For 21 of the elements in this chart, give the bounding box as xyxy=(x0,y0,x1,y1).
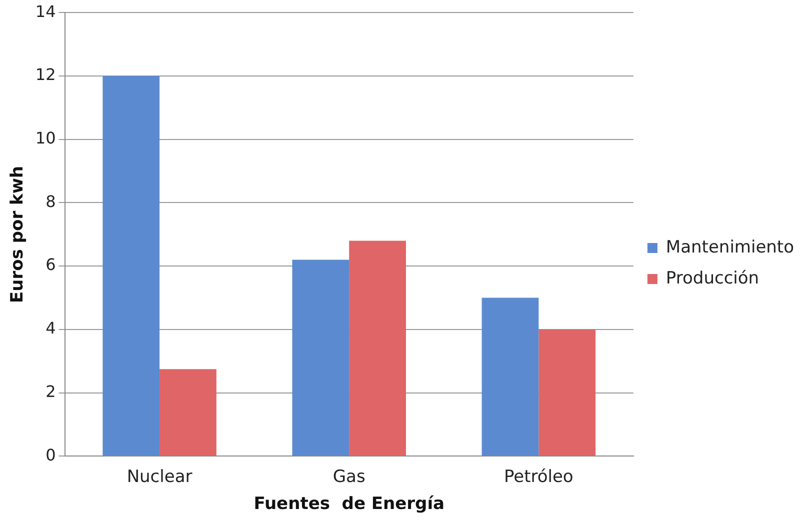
x-axis-title: Fuentes de Energía xyxy=(254,494,445,514)
y-tick-label: 4 xyxy=(46,318,56,338)
x-tick-label: Petróleo xyxy=(504,466,574,487)
bar xyxy=(482,298,539,456)
legend-label: Producción xyxy=(666,268,760,288)
bar xyxy=(349,240,406,456)
y-tick-label: 2 xyxy=(46,382,56,401)
x-tick-label: Gas xyxy=(332,466,366,487)
bar xyxy=(102,76,160,456)
y-tick-label: 6 xyxy=(46,255,56,274)
bar xyxy=(292,260,350,456)
y-tick-label: 12 xyxy=(35,65,56,84)
y-axis-title: Euros por kwh xyxy=(8,166,28,303)
bar xyxy=(538,329,596,456)
y-tick-label: 0 xyxy=(46,445,56,464)
bar xyxy=(160,369,216,456)
y-tick-label: 10 xyxy=(35,128,56,148)
legend-label: Mantenimiento xyxy=(666,237,794,258)
y-tick-label: 14 xyxy=(35,2,56,21)
y-tick-label: 8 xyxy=(46,192,56,211)
x-tick-label: Nuclear xyxy=(126,466,192,487)
